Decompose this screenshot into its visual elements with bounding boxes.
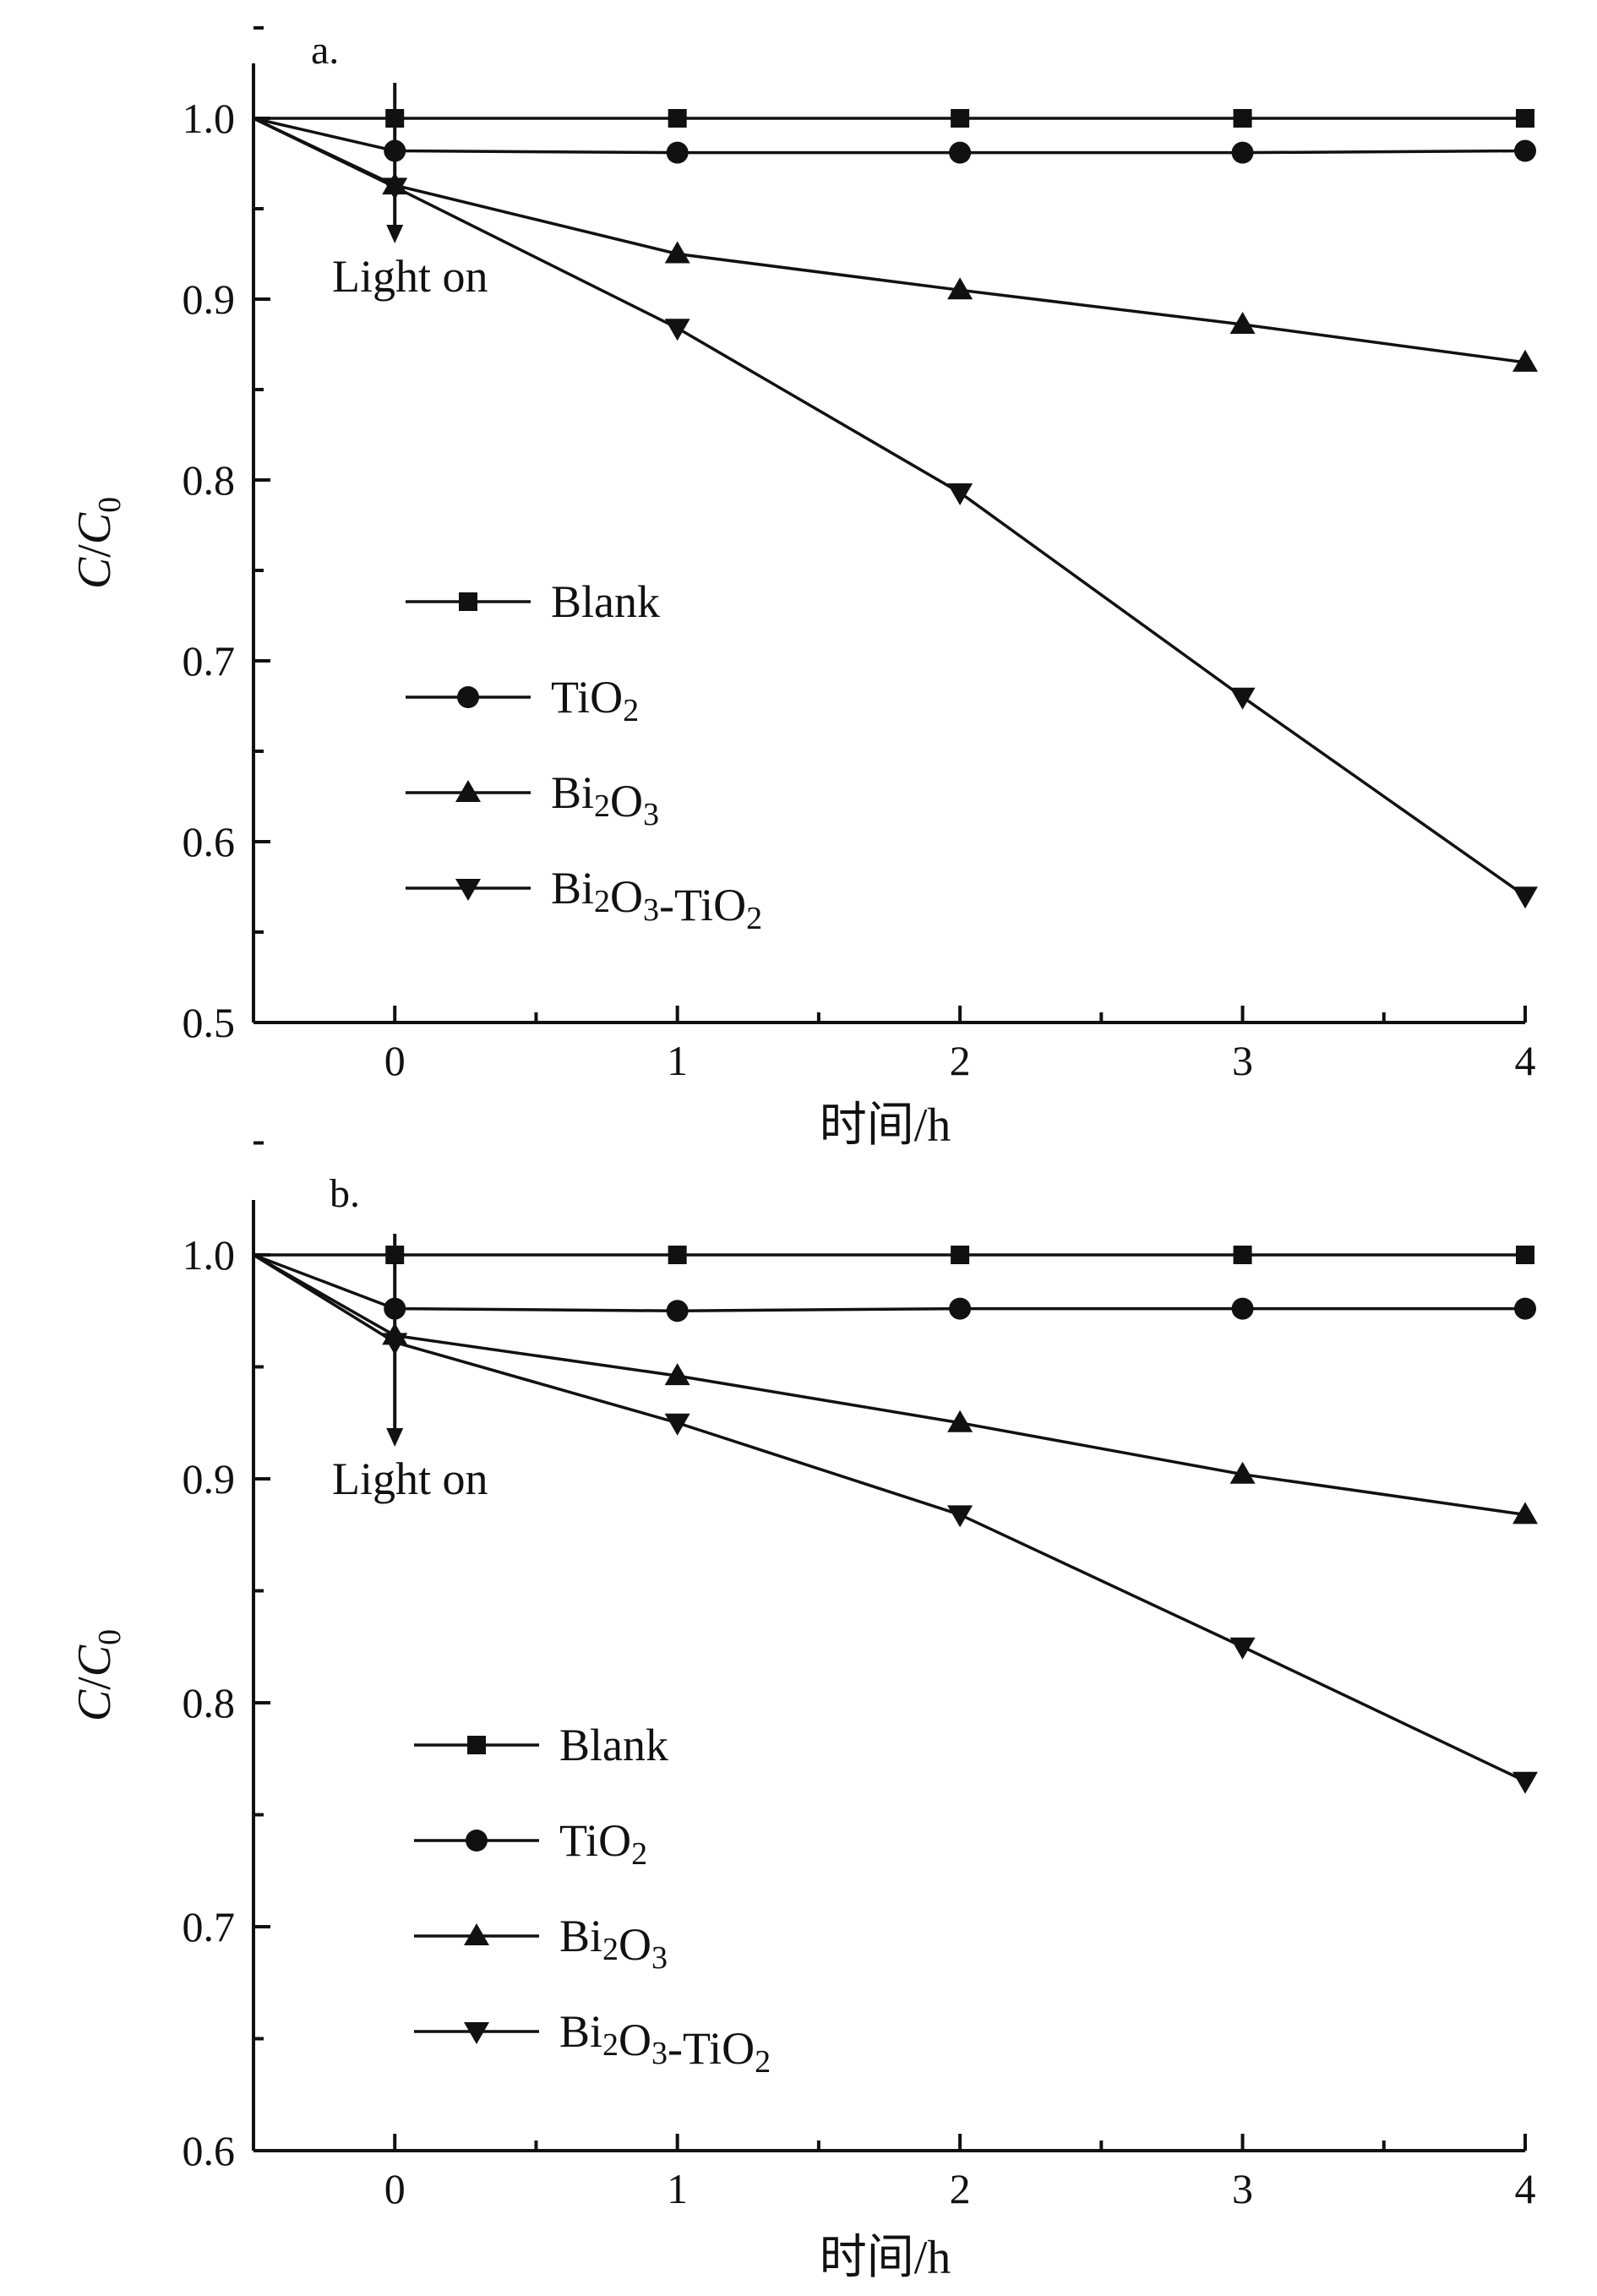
x-tick-label-b: 3 bbox=[1232, 2165, 1253, 2212]
series-line-bi2o3-tio2-b bbox=[253, 1253, 1526, 1783]
legend-marker-blank-b bbox=[467, 1736, 486, 1754]
light-on-arrowhead-a bbox=[386, 225, 404, 243]
y-axis-title-b: C/C0 bbox=[68, 1629, 128, 1721]
data-point-tio2-a bbox=[1231, 141, 1254, 164]
series-line-tio2-b bbox=[253, 1253, 1525, 1313]
x-tick-label-a: 0 bbox=[384, 1037, 406, 1084]
data-point-bi2o3-tio2-a bbox=[1229, 687, 1256, 710]
chart-panel-b: 0.6 0.7 0.8 0.9 1.0 0 1 2 3 4 时间/h C/C0 b. Blank TiO2 B… bbox=[68, 1141, 1538, 2284]
data-point-blank-b bbox=[1516, 1246, 1534, 1264]
data-point-tio2-b bbox=[1514, 1297, 1536, 1320]
data-point-blank-b bbox=[1233, 1246, 1252, 1264]
data-point-blank-a bbox=[951, 109, 970, 128]
light-on-arrowhead-b bbox=[386, 1428, 404, 1447]
x-tick-label-a: 2 bbox=[950, 1037, 971, 1084]
data-point-tio2-a bbox=[1514, 139, 1536, 162]
data-point-bi2o3-tio2-b bbox=[1229, 1637, 1256, 1660]
data-point-tio2-b bbox=[1231, 1297, 1254, 1320]
data-point-bi2o3-tio2-a bbox=[664, 319, 690, 341]
legend-label-bi2o3-tio2-a: Bi2O3-TiO2 bbox=[551, 863, 762, 936]
y-tick-label-a: 0.7 bbox=[183, 637, 236, 684]
y-axis-title-a: C/C0 bbox=[68, 497, 128, 589]
data-point-bi2o3-b bbox=[664, 1363, 690, 1386]
data-point-tio2-b bbox=[666, 1300, 689, 1323]
series-line-bi2o3-a bbox=[253, 117, 1526, 364]
data-point-blank-a bbox=[1516, 109, 1534, 128]
legend-marker-bi2o3-a bbox=[455, 780, 481, 802]
data-point-blank-b bbox=[951, 1246, 970, 1264]
data-point-bi2o3-b bbox=[947, 1410, 973, 1432]
x-tick-label-b: 1 bbox=[667, 2165, 688, 2212]
y-tick-label-a: 0.8 bbox=[183, 456, 236, 504]
legend-marker-bi2o3-b bbox=[464, 1923, 489, 1945]
series-line-bi2o3-tio2-a bbox=[253, 117, 1527, 897]
data-point-tio2-b bbox=[949, 1297, 972, 1320]
y-tick-label-a: 1.0 bbox=[183, 95, 236, 142]
data-point-bi2o3-a bbox=[1229, 311, 1256, 334]
y-tick-label-b: 0.7 bbox=[183, 1903, 236, 1950]
y-tick-label-b: 0.6 bbox=[183, 2127, 236, 2174]
legend-marker-bi2o3-tio2-a bbox=[455, 879, 481, 901]
data-point-bi2o3-tio2-b bbox=[664, 1413, 690, 1436]
data-point-bi2o3-a bbox=[664, 241, 690, 264]
series-line-bi2o3-b bbox=[253, 1253, 1526, 1517]
x-tick-label-b: 2 bbox=[950, 2165, 971, 2212]
y-tick-label-a: 0.6 bbox=[183, 818, 236, 865]
data-point-tio2-a bbox=[666, 141, 689, 164]
data-point-blank-a bbox=[1233, 109, 1252, 128]
data-point-bi2o3-a bbox=[1513, 349, 1538, 372]
x-tick-label-b: 4 bbox=[1515, 2165, 1536, 2212]
data-point-bi2o3-b bbox=[1229, 1461, 1256, 1484]
data-point-bi2o3-tio2-a bbox=[947, 483, 973, 505]
data-point-bi2o3-tio2-b bbox=[947, 1505, 973, 1528]
x-axis-title-b: 时间/h bbox=[820, 2232, 951, 2284]
legend-label-tio2-b: TiO2 bbox=[559, 1815, 647, 1872]
y-tick-label-b: 0.9 bbox=[183, 1455, 236, 1502]
x-tick-label-a: 1 bbox=[667, 1037, 688, 1084]
legend-label-tio2-a: TiO2 bbox=[551, 672, 639, 728]
series-line-tio2-a bbox=[253, 117, 1526, 155]
panel-label-b: b. bbox=[330, 1171, 360, 1216]
x-tick-label-a: 4 bbox=[1515, 1037, 1536, 1084]
light-on-label-b: Light on bbox=[332, 1453, 488, 1504]
x-tick-label-b: 0 bbox=[384, 2165, 406, 2212]
legend-marker-blank-a bbox=[459, 592, 477, 611]
data-point-bi2o3-a bbox=[947, 277, 973, 300]
legend-label-bi2o3-tio2-b: Bi2O3-TiO2 bbox=[559, 2006, 771, 2080]
chart-panel-a: 0.5 0.6 0.7 0.8 0.9 1.0 0 1 2 3 4 时间/h C/C0 a. Blank Ti… bbox=[68, 26, 1538, 1152]
legend-marker-bi2o3-tio2-b bbox=[464, 2022, 489, 2044]
data-point-bi2o3-tio2-b bbox=[1513, 1771, 1538, 1794]
x-tick-label-a: 3 bbox=[1232, 1037, 1253, 1084]
data-point-blank-a bbox=[668, 109, 687, 128]
legend-marker-tio2-b bbox=[466, 1830, 488, 1852]
y-tick-label-b: 1.0 bbox=[183, 1231, 236, 1279]
data-point-bi2o3-b bbox=[1513, 1502, 1538, 1524]
data-point-bi2o3-tio2-a bbox=[1513, 886, 1538, 909]
x-axis-title-a: 时间/h bbox=[820, 1099, 951, 1152]
legend-label-bi2o3-a: Bi2O3 bbox=[551, 767, 659, 832]
legend-label-bi2o3-b: Bi2O3 bbox=[559, 1911, 668, 1976]
legend-label-blank-b: Blank bbox=[559, 1720, 668, 1770]
panel-label-a: a. bbox=[311, 28, 339, 73]
data-point-tio2-a bbox=[949, 141, 972, 164]
data-point-blank-b bbox=[668, 1246, 687, 1264]
light-on-label-a: Light on bbox=[332, 251, 488, 302]
y-tick-label-a: 0.9 bbox=[183, 275, 236, 323]
legend-label-blank-a: Blank bbox=[551, 576, 660, 627]
y-tick-label-a: 0.5 bbox=[183, 999, 236, 1046]
y-tick-label-b: 0.8 bbox=[183, 1679, 236, 1726]
legend-marker-tio2-a bbox=[457, 686, 479, 708]
